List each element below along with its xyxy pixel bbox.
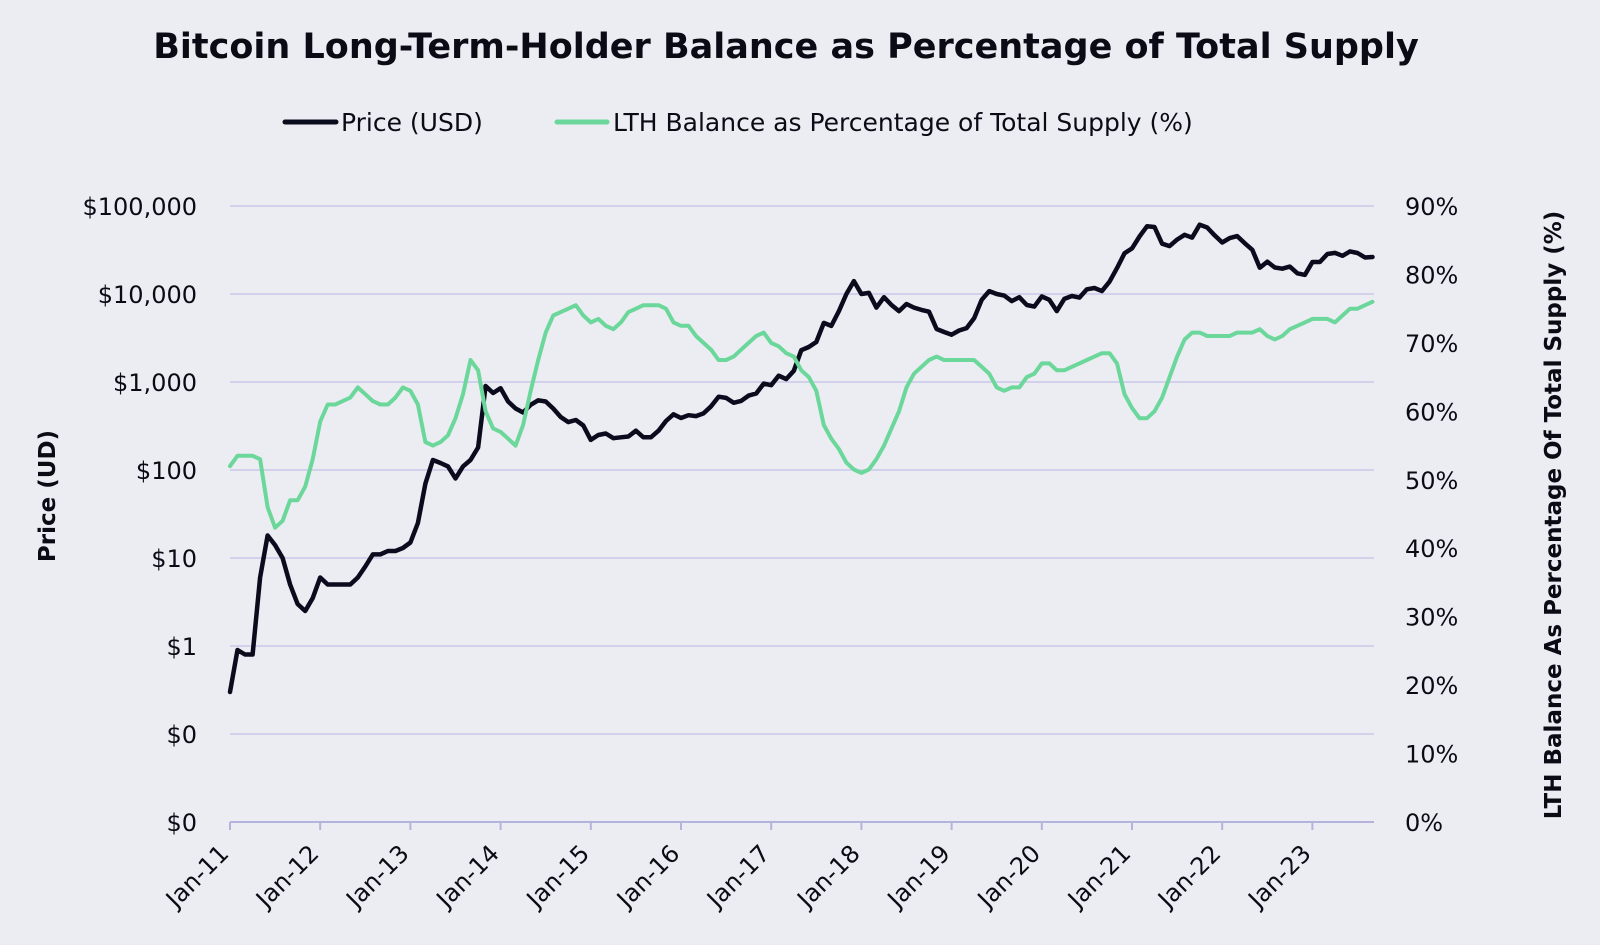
- y-tick-label-right: 90%: [1405, 193, 1458, 221]
- x-tick-label: Jan-15: [520, 839, 595, 914]
- y-tick-label-left: $1: [166, 633, 197, 661]
- legend: Price (USD) LTH Balance as Percentage of…: [282, 108, 1193, 137]
- y-tick-label-left: $0: [166, 721, 197, 749]
- x-tick-label: Jan-19: [881, 839, 956, 914]
- x-tick-label: Jan-14: [430, 839, 505, 914]
- legend-price-label: Price (USD): [341, 108, 483, 137]
- y-tick-label-left: $1,000: [113, 369, 197, 397]
- y-tick-label-right: 80%: [1405, 261, 1458, 289]
- y-tick-label-right: 30%: [1405, 604, 1458, 632]
- y-tick-label-right: 0%: [1405, 809, 1443, 837]
- chart-title: Bitcoin Long-Term-Holder Balance as Perc…: [153, 27, 1419, 67]
- y-axis-title-right: LTH Balance As Percentage Of Total Suppl…: [1541, 211, 1567, 820]
- y-tick-label-left: $10,000: [98, 281, 197, 309]
- x-tick-label: Jan-18: [791, 839, 866, 914]
- x-tick-label: Jan-23: [1242, 839, 1317, 914]
- x-tick-label: Jan-13: [340, 839, 415, 914]
- y-axis-title-left: Price (UD): [35, 430, 61, 562]
- x-tick-label: Jan-11: [159, 839, 234, 914]
- x-tick-label: Jan-21: [1061, 839, 1136, 914]
- series-line-price: [227, 222, 1375, 695]
- y-tick-label-right: 60%: [1405, 398, 1458, 426]
- y-tick-label-left: $100: [136, 457, 197, 485]
- y-tick-label-right: 10%: [1405, 741, 1458, 769]
- gridlines: [230, 205, 1374, 735]
- series: [227, 222, 1375, 695]
- y-tick-label-left: $0: [166, 809, 197, 837]
- x-tick-label: Jan-12: [249, 839, 324, 914]
- y-tick-label-right: 50%: [1405, 467, 1458, 495]
- y-tick-label-left: $10: [151, 545, 197, 573]
- legend-lth-label: LTH Balance as Percentage of Total Suppl…: [613, 108, 1193, 137]
- x-tick-label: Jan-16: [610, 839, 685, 914]
- series-line-lth-balance: [228, 299, 1375, 530]
- x-tick-label: Jan-22: [1151, 839, 1226, 914]
- axes: $0 $0 $1 $10 $100 $1,000 $10,000 $100,000 0% 10% 2…: [82, 193, 1458, 915]
- y-tick-label-left: $100,000: [82, 193, 197, 221]
- x-tick-label: Jan-20: [971, 839, 1046, 914]
- x-tick-label: Jan-17: [700, 839, 775, 914]
- y-tick-label-right: 70%: [1405, 330, 1458, 358]
- y-tick-label-right: 20%: [1405, 672, 1458, 700]
- y-tick-label-right: 40%: [1405, 535, 1458, 563]
